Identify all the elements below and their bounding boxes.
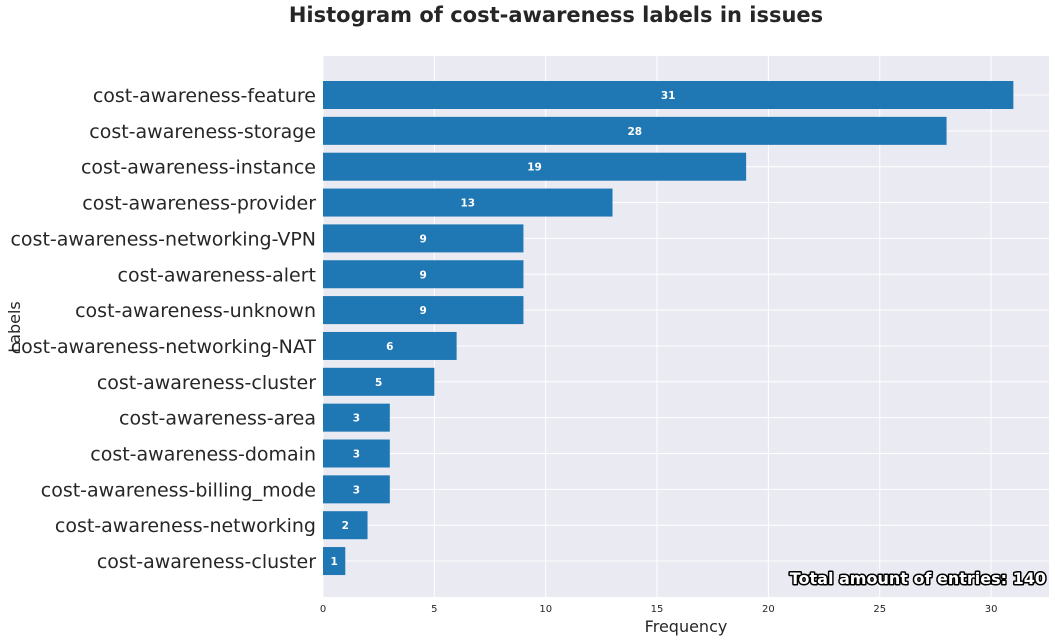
total-entries-annotation: Total amount of entries: 140	[790, 569, 1046, 588]
y-tick-label: cost-awareness-domain	[90, 444, 316, 466]
bar-value-label: 3	[353, 484, 360, 496]
bar	[323, 188, 613, 217]
x-tick-label: 20	[762, 604, 775, 615]
bar	[323, 224, 524, 253]
bar-value-label: 31	[661, 90, 676, 102]
bar-value-label: 9	[420, 305, 427, 317]
bar-value-label: 28	[627, 126, 642, 138]
bar	[323, 475, 390, 504]
y-tick-label: cost-awareness-networking-VPN	[10, 228, 316, 250]
y-tick-label: cost-awareness-storage	[89, 121, 316, 143]
y-tick-label: cost-awareness-cluster	[97, 372, 316, 394]
bar-value-label: 13	[460, 198, 475, 210]
y-tick-label: cost-awareness-cluster	[97, 551, 316, 573]
y-tick-label: cost-awareness-networking	[55, 515, 316, 537]
y-tick-label: cost-awareness-unknown	[75, 300, 316, 322]
bars: 31 28 19 13 9 9 9 6 5 3 3 3 2 1	[323, 81, 1014, 576]
x-tick-labels: 0 5 10 15 20 25 30	[320, 604, 998, 615]
bar-value-label: 19	[527, 162, 542, 174]
y-tick-label: cost-awareness-area	[119, 408, 316, 430]
bar-value-label: 9	[420, 233, 427, 245]
x-tick-label: 15	[651, 604, 664, 615]
bar	[323, 439, 390, 468]
bar-value-label: 1	[330, 556, 337, 568]
x-tick-label: 30	[985, 604, 998, 615]
bar-value-label: 3	[353, 449, 360, 461]
x-tick-label: 10	[539, 604, 552, 615]
bar	[323, 367, 435, 396]
bar	[323, 331, 457, 360]
y-tick-label: cost-awareness-provider	[82, 193, 316, 215]
y-tick-label: cost-awareness-instance	[81, 157, 316, 179]
chart-title: Histogram of cost-awareness labels in is…	[289, 3, 823, 27]
y-tick-label: cost-awareness-billing_mode	[41, 479, 316, 501]
x-tick-label: 25	[873, 604, 886, 615]
x-tick-label: 0	[320, 604, 326, 615]
bar-value-label: 6	[386, 341, 393, 353]
bar	[323, 547, 346, 576]
x-tick-label: 5	[431, 604, 437, 615]
y-tick-label: cost-awareness-feature	[93, 85, 316, 107]
bar	[323, 403, 390, 432]
bar	[323, 296, 524, 325]
bar	[323, 260, 524, 289]
bar	[323, 116, 947, 145]
bar-value-label: 9	[420, 269, 427, 281]
bar-value-label: 5	[375, 377, 382, 389]
bar-value-label: 2	[342, 520, 349, 532]
y-axis-label: Labels	[5, 301, 24, 353]
bar	[323, 81, 1014, 109]
y-tick-label: cost-awareness-networking-NAT	[11, 336, 317, 358]
y-tick-label: cost-awareness-alert	[118, 264, 316, 286]
x-axis-label: Frequency	[645, 617, 728, 636]
bar-value-label: 3	[353, 413, 360, 425]
y-tick-labels: cost-awareness-feature cost-awareness-sto…	[10, 85, 316, 573]
plot-area	[323, 56, 1049, 597]
bar	[323, 152, 747, 181]
bar	[323, 511, 368, 540]
